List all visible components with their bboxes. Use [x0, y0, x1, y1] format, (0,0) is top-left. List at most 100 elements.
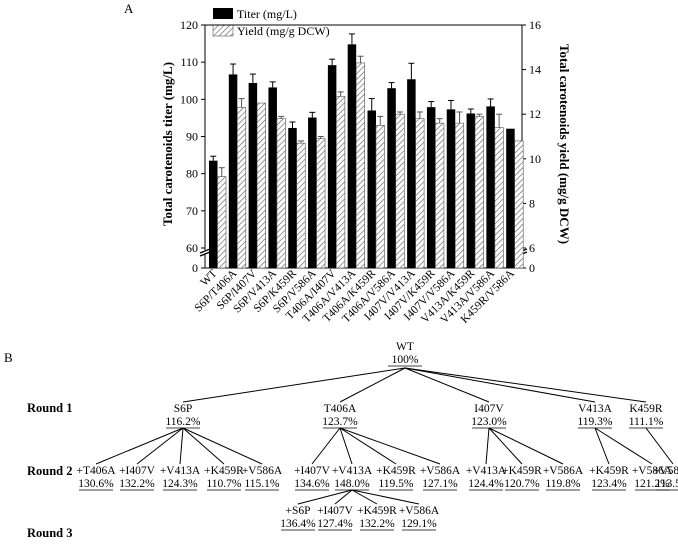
round2-node-pct: 110.7% [206, 478, 241, 490]
round2-node-name: +V413A [160, 465, 201, 477]
tree-root-pct: 100% [392, 354, 419, 366]
bar-yield [256, 102, 266, 269]
round2-node-name: +I407V [119, 465, 156, 477]
tree-edge [488, 427, 523, 465]
round2-node-name: +V586A [242, 465, 283, 477]
legend-swatch-yield [212, 24, 234, 37]
bar-yield [296, 142, 306, 269]
round2-node-pct: 124.4% [468, 478, 504, 490]
tree-edge [351, 489, 378, 505]
bar-yield [355, 62, 365, 269]
bar-yield [435, 122, 445, 269]
y-tick-label: 80 [186, 167, 198, 181]
tree-edge [136, 427, 184, 465]
bar-titer [288, 127, 297, 269]
round2-node-pct: 119.8% [545, 478, 580, 490]
bar-yield [514, 140, 524, 269]
tree-edge [95, 427, 184, 465]
y2-axis-label: Total carotenoids yield (mg/g DCW) [557, 44, 572, 244]
round2-node-name: +V586A [420, 465, 461, 477]
tree-edge [339, 427, 353, 465]
tree-edge [334, 489, 353, 505]
round2-node-pct: 119.5% [378, 478, 413, 490]
round2-node-name: +I407V [294, 465, 331, 477]
tree-edge [594, 427, 610, 465]
round1-node-name: V413A [578, 403, 613, 415]
bar-yield [217, 176, 227, 269]
bar-yield [494, 127, 504, 269]
round-label: Round 3 [27, 526, 73, 540]
round2-node-pct: 132.2% [119, 478, 155, 490]
y2-tick-label: 10 [529, 152, 541, 166]
bar-yield [276, 118, 286, 269]
round1-node-pct: 123.7% [322, 416, 358, 428]
bar-titer [327, 65, 337, 268]
y-tick-label: 0 [192, 261, 198, 275]
round1-node-pct: 111.1% [629, 416, 664, 428]
tree-edge [339, 427, 441, 465]
bar-titer [486, 106, 495, 269]
tree-edge [182, 367, 406, 403]
round3-node-pct: 132.2% [359, 518, 395, 530]
round2-node-pct: 130.6% [78, 478, 114, 490]
y-tick-label: 100 [180, 92, 198, 106]
panel-a-label: A [124, 1, 134, 16]
bar-titer [209, 160, 218, 268]
bar-yield [415, 118, 425, 269]
tree-edge [179, 427, 184, 465]
round2-node-name: +K459R [376, 465, 416, 477]
bar-titer [387, 88, 396, 268]
round2-node-pct: 113.5% [655, 478, 678, 490]
legend: Titer (mg/L) Yield (mg/g DCW) [212, 7, 330, 38]
bar-yield [316, 138, 326, 269]
bar-titer [466, 113, 476, 268]
round3-node-pct: 136.4% [280, 518, 316, 530]
y-tick-label: 90 [186, 130, 198, 144]
tree-edge [488, 427, 564, 465]
round2-node-name: +K459R [204, 465, 244, 477]
tree-edge [485, 427, 490, 465]
tree-edge [594, 427, 653, 465]
tree-edge [182, 427, 225, 465]
bar-chart: Total carotenoids titer (mg/L) Total car… [160, 7, 572, 326]
bar-yield [375, 125, 385, 269]
bar-yield [336, 96, 346, 269]
round3-node-name: +S6P [285, 505, 310, 517]
round1-node-name: S6P [174, 403, 193, 415]
round2-node-pct: 124.3% [162, 478, 198, 490]
round2-node-name: +K459R [589, 465, 629, 477]
bar-titer [367, 110, 376, 268]
round1-node-name: I407V [474, 403, 504, 415]
round2-node-name: +V586A [653, 465, 678, 477]
round3-node-name: +V586A [399, 505, 440, 517]
round2-node-pct: 120.7% [504, 478, 540, 490]
round2-node-name: +V413A [332, 465, 373, 477]
tree-edge [351, 489, 420, 505]
tree-edge [339, 367, 406, 403]
bar-titer [347, 44, 357, 269]
round1-node-pct: 116.2% [165, 416, 200, 428]
y-tick-label: 120 [180, 18, 198, 32]
round2-node-name: +V586A [632, 465, 673, 477]
bar-titer [426, 107, 436, 268]
tree-edge [297, 489, 353, 505]
tree-edge [404, 367, 647, 403]
round2-node-pct: 148.0% [334, 478, 370, 490]
round1-node-name: T406A [324, 403, 357, 415]
bar-titer [248, 82, 258, 268]
bar-yield [454, 122, 465, 269]
round3-node-name: +K459R [357, 505, 397, 517]
round2-node-name: +K459R [502, 465, 542, 477]
tree-edge [182, 427, 263, 465]
y-axis-break-mark [199, 248, 211, 257]
y-tick-label: 60 [186, 241, 198, 255]
y2-tick-label: 14 [529, 63, 541, 77]
tree-root-name: WT [396, 341, 414, 353]
bar-titer [228, 74, 238, 268]
bar-titer [506, 128, 515, 268]
bar-yield [474, 116, 484, 269]
round2-node-name: +V586A [543, 465, 584, 477]
panel-b-label: B [4, 350, 13, 365]
